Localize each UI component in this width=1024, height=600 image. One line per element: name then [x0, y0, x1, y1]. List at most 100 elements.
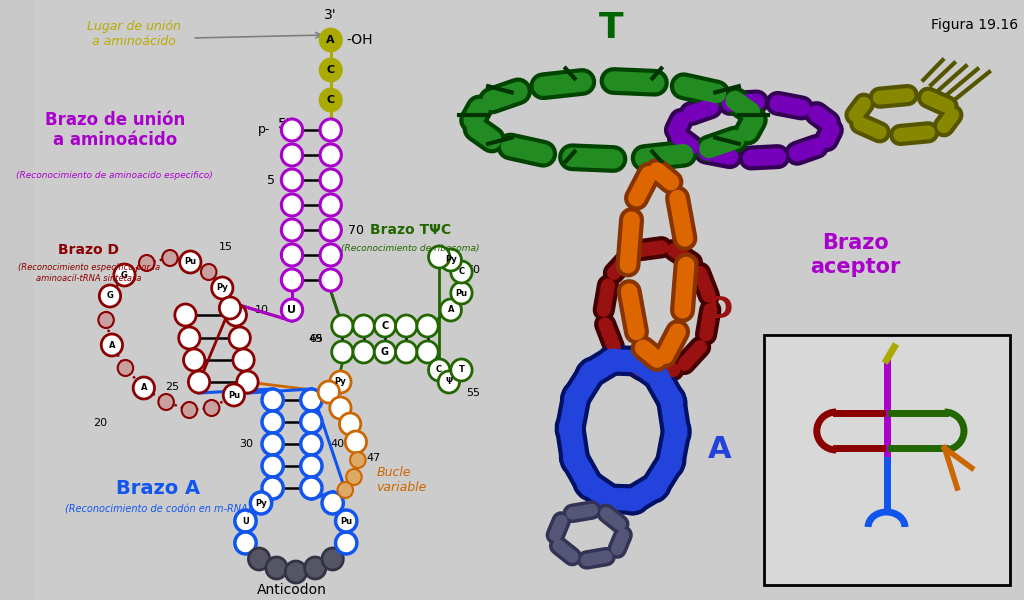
- Text: 20: 20: [93, 418, 108, 428]
- Circle shape: [321, 59, 341, 81]
- Circle shape: [219, 297, 241, 319]
- Text: 49: 49: [308, 334, 323, 344]
- Circle shape: [179, 327, 200, 349]
- Circle shape: [282, 119, 303, 141]
- Circle shape: [440, 249, 462, 271]
- Text: 25: 25: [166, 382, 179, 392]
- Circle shape: [98, 312, 114, 328]
- Circle shape: [201, 264, 216, 280]
- Circle shape: [262, 455, 284, 477]
- Text: Py: Py: [335, 377, 346, 386]
- Text: G: G: [381, 347, 389, 357]
- Circle shape: [99, 285, 121, 307]
- Text: Brazo A: Brazo A: [117, 479, 201, 497]
- Circle shape: [301, 389, 322, 411]
- Circle shape: [428, 359, 450, 381]
- Circle shape: [188, 371, 210, 393]
- Circle shape: [181, 402, 197, 418]
- Circle shape: [301, 411, 322, 433]
- Circle shape: [204, 400, 219, 416]
- Circle shape: [282, 299, 303, 321]
- Circle shape: [350, 452, 366, 468]
- Circle shape: [338, 482, 353, 498]
- Text: Py: Py: [444, 256, 457, 265]
- Circle shape: [332, 341, 353, 363]
- Text: 55: 55: [466, 388, 480, 398]
- Circle shape: [282, 219, 303, 241]
- Circle shape: [179, 251, 201, 273]
- Text: 60: 60: [466, 265, 480, 275]
- Circle shape: [282, 144, 303, 166]
- Bar: [764, 335, 1011, 585]
- Circle shape: [159, 394, 174, 410]
- Text: 40: 40: [331, 439, 345, 449]
- Text: 70: 70: [348, 223, 365, 236]
- Circle shape: [234, 510, 256, 532]
- Text: (Reconocimiento de ribosoma): (Reconocimiento de ribosoma): [341, 244, 479, 253]
- Circle shape: [304, 557, 326, 579]
- Text: A: A: [140, 383, 147, 392]
- Circle shape: [249, 548, 269, 570]
- Circle shape: [321, 269, 341, 291]
- Circle shape: [101, 334, 123, 356]
- Circle shape: [375, 315, 395, 337]
- Circle shape: [301, 455, 322, 477]
- Text: p-: p-: [258, 124, 270, 136]
- Circle shape: [336, 532, 357, 554]
- Text: 47: 47: [367, 453, 381, 463]
- Text: G: G: [121, 271, 128, 280]
- Text: Lugar de unión
a aminoácido: Lugar de unión a aminoácido: [87, 20, 181, 48]
- Circle shape: [262, 411, 284, 433]
- Text: (Reconocimiento específico por la
aminoacil-tRNA sintetasa: (Reconocimiento específico por la aminoa…: [17, 263, 160, 283]
- Text: C: C: [381, 321, 388, 331]
- Text: C: C: [327, 95, 335, 105]
- Text: Ψ: Ψ: [445, 377, 453, 386]
- Circle shape: [282, 244, 303, 266]
- Circle shape: [212, 277, 232, 299]
- Circle shape: [262, 477, 284, 499]
- Circle shape: [321, 219, 341, 241]
- Circle shape: [318, 381, 339, 403]
- Text: 15: 15: [218, 242, 232, 252]
- Circle shape: [175, 304, 197, 326]
- Circle shape: [451, 282, 472, 304]
- Text: Py: Py: [255, 499, 267, 508]
- Circle shape: [234, 532, 256, 554]
- Text: C: C: [327, 65, 335, 75]
- Text: T: T: [599, 11, 624, 45]
- Circle shape: [322, 548, 343, 570]
- Circle shape: [223, 384, 245, 406]
- Text: C: C: [459, 268, 465, 277]
- Text: Brazo
aceptor: Brazo aceptor: [810, 233, 901, 277]
- Circle shape: [395, 315, 417, 337]
- Circle shape: [118, 360, 133, 376]
- Circle shape: [332, 315, 353, 337]
- Circle shape: [262, 433, 284, 455]
- Circle shape: [353, 315, 375, 337]
- Circle shape: [321, 169, 341, 191]
- Circle shape: [282, 194, 303, 216]
- Circle shape: [321, 244, 341, 266]
- Text: 5: 5: [266, 173, 274, 187]
- Circle shape: [237, 371, 258, 393]
- Text: A: A: [327, 35, 335, 45]
- Text: A: A: [109, 340, 115, 349]
- Circle shape: [321, 144, 341, 166]
- Circle shape: [321, 89, 341, 111]
- Text: (Reconocimiento de aminoacido especifico): (Reconocimiento de aminoacido especifico…: [16, 170, 213, 179]
- Circle shape: [451, 261, 472, 283]
- Text: Py: Py: [216, 283, 228, 292]
- Circle shape: [262, 389, 284, 411]
- Circle shape: [225, 304, 247, 326]
- Text: T: T: [459, 365, 464, 374]
- Circle shape: [183, 349, 205, 371]
- Circle shape: [321, 29, 341, 51]
- Circle shape: [139, 255, 155, 271]
- Text: 10: 10: [255, 305, 269, 315]
- Circle shape: [229, 327, 250, 349]
- Circle shape: [301, 477, 322, 499]
- Text: C: C: [436, 365, 442, 374]
- Circle shape: [451, 359, 472, 381]
- Circle shape: [336, 510, 357, 532]
- Circle shape: [417, 341, 438, 363]
